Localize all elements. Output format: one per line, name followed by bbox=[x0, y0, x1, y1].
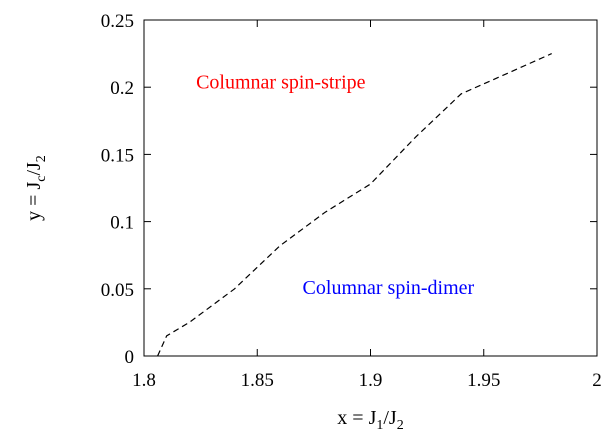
x-tick-label: 1.8 bbox=[132, 370, 156, 391]
axis-ticks bbox=[143, 19, 598, 357]
y-tick-label: 0 bbox=[125, 347, 135, 368]
x-tick-label: 1.95 bbox=[467, 370, 500, 391]
series-layer bbox=[157, 53, 552, 357]
x-tick-label: 1.9 bbox=[359, 370, 383, 391]
y-tick-label: 0.15 bbox=[101, 145, 134, 166]
plot-frame bbox=[143, 19, 598, 357]
y-tick-label: 0.2 bbox=[110, 78, 134, 99]
x-axis-label: x = J1/J2 bbox=[337, 407, 403, 433]
y-tick-label: 0.25 bbox=[101, 11, 134, 32]
x-tick-label: 1.85 bbox=[241, 370, 274, 391]
x-tick-label: 2 bbox=[592, 370, 602, 391]
tick-labels: 1.8 1.85 1.9 1.95 2 0 0.05 0.1 0.15 0.2 0.25 bbox=[101, 11, 602, 391]
annotation-layer: Columnar spin-stripe Columnar spin-dimer bbox=[196, 72, 474, 300]
phase-boundary-line bbox=[157, 53, 552, 357]
region-label: Columnar spin-dimer bbox=[303, 277, 475, 299]
region-label: Columnar spin-stripe bbox=[196, 72, 366, 94]
y-axis-label: y = Jc/J2 bbox=[23, 155, 49, 221]
y-tick-label: 0.1 bbox=[110, 213, 134, 234]
y-tick-label: 0.05 bbox=[101, 280, 134, 301]
